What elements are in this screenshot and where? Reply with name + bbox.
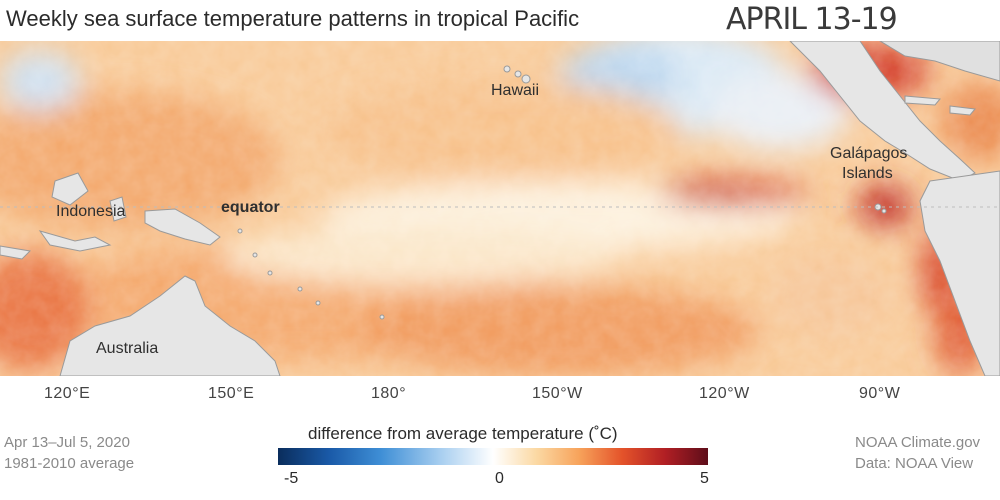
lon-label-150w: 150°W: [532, 385, 583, 402]
data-source-note: Data: NOAA View: [855, 455, 974, 472]
australia-land: [59, 275, 281, 376]
date-range-note: Apr 13–Jul 5, 2020: [4, 434, 130, 451]
legend-tick-max: 5: [700, 470, 709, 487]
sst-anomaly-map: [0, 41, 1000, 376]
label-indonesia: Indonesia: [56, 203, 126, 220]
map-title: Weekly sea surface temperature patterns …: [6, 6, 580, 31]
label-australia: Australia: [96, 340, 159, 357]
lon-label-120e: 120°E: [44, 385, 91, 402]
legend-title: difference from average temperature (˚C): [308, 424, 618, 443]
lon-label-150e: 150°E: [208, 385, 255, 402]
land-masses: [0, 41, 1000, 376]
south-america-land: [919, 170, 1000, 376]
lon-label-120w: 120°W: [699, 385, 750, 402]
lon-label-180: 180°: [371, 385, 407, 402]
legend-tick-mid: 0: [495, 470, 504, 487]
label-hawaii: Hawaii: [491, 82, 540, 99]
label-galapagos-line2: Islands: [842, 165, 893, 182]
baseline-note: 1981-2010 average: [4, 455, 135, 472]
new-guinea-land: [144, 208, 221, 246]
label-equator: equator: [221, 199, 280, 216]
legend-tick-min: -5: [284, 470, 299, 487]
credit-note: NOAA Climate.gov: [855, 434, 981, 451]
lon-label-90w: 90°W: [859, 385, 901, 402]
date-label: APRIL 13-19: [726, 2, 898, 37]
legend-color-bar: [278, 448, 708, 465]
label-galapagos-line1: Galápagos: [830, 145, 908, 162]
